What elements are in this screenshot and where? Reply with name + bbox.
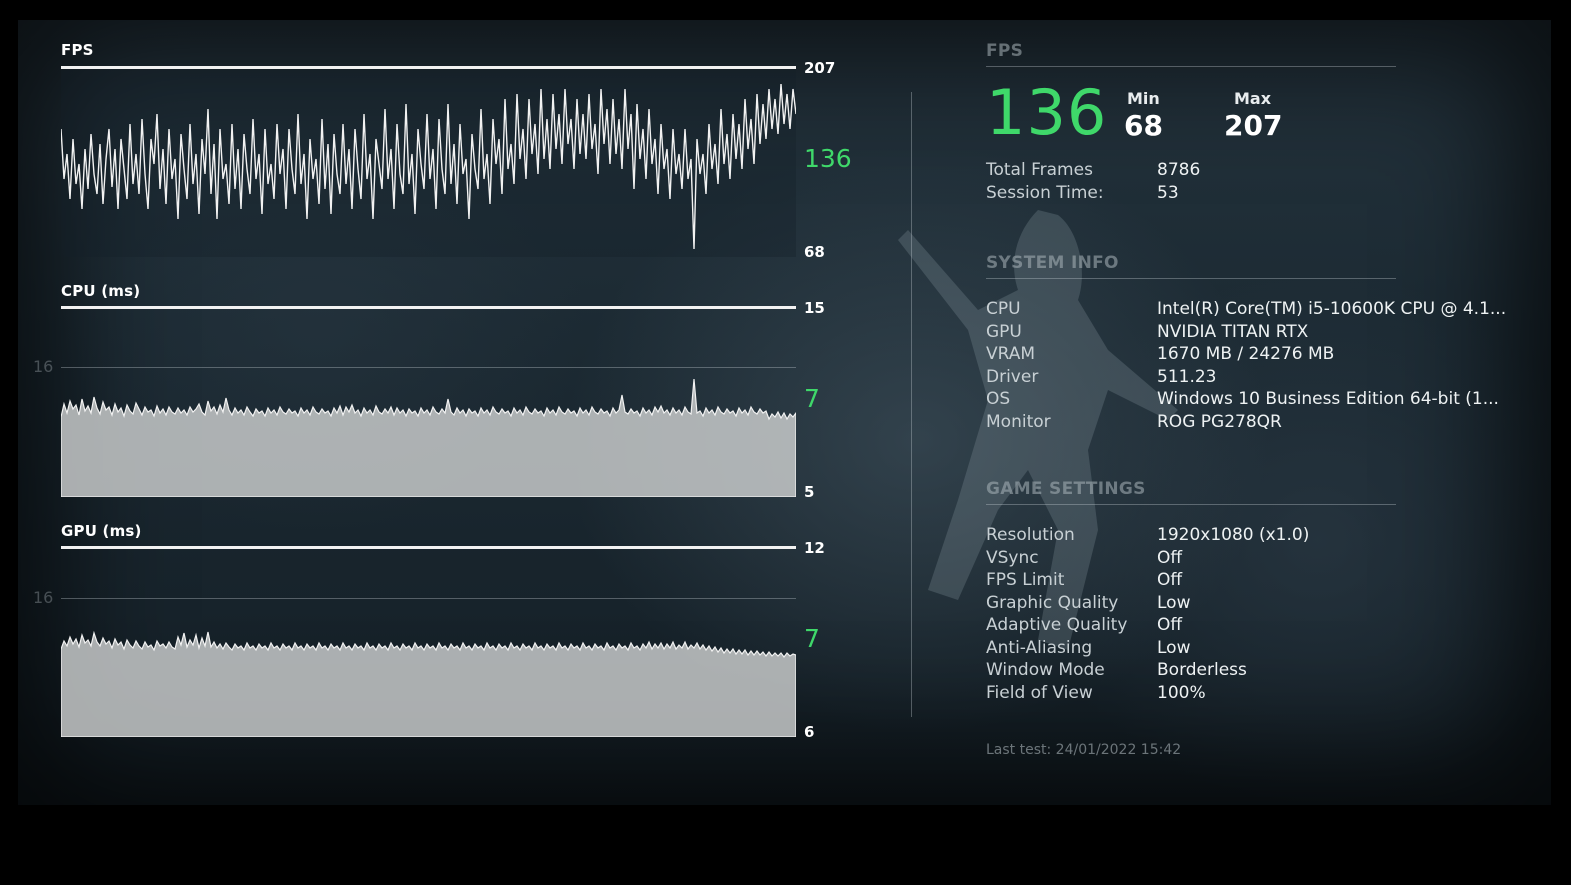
gpu-ghost-label: 16: [33, 588, 54, 607]
cpu-axis-current: 7: [804, 384, 820, 413]
sysinfo-value: NVIDIA TITAN RTX: [1157, 322, 1309, 342]
setting-value: 1920x1080 (x1.0): [1157, 525, 1310, 545]
setting-row-adaptive-quality: Adaptive Quality Off: [986, 615, 1546, 638]
sysinfo-key: VRAM: [986, 344, 1036, 364]
stat-value: 53: [1157, 183, 1179, 203]
sysinfo-key: Monitor: [986, 412, 1051, 432]
sysinfo-row-cpu: CPU Intel(R) Core(TM) i5-10600K CPU @ 4.…: [986, 299, 1546, 322]
sysinfo-value: Intel(R) Core(TM) i5-10600K CPU @ 4.1...: [1157, 299, 1507, 319]
setting-key: Resolution: [986, 525, 1075, 545]
fps-chart-title: FPS: [61, 41, 94, 59]
setting-value: Low: [1157, 638, 1191, 658]
sysinfo-row-driver: Driver 511.23: [986, 367, 1546, 390]
sysinfo-row-vram: VRAM 1670 MB / 24276 MB: [986, 344, 1546, 367]
last-test-timestamp: Last test: 24/01/2022 15:42: [986, 742, 1182, 758]
setting-value: 100%: [1157, 683, 1206, 703]
cpu-ghost-label: 16: [33, 357, 54, 376]
cpu-area-graph: [60, 378, 797, 498]
cpu-chart-title: CPU (ms): [61, 282, 141, 300]
gpu-chart-title: GPU (ms): [61, 522, 142, 540]
gpu-axis-current: 7: [804, 624, 820, 653]
gpu-area-graph: [60, 630, 797, 738]
gpu-axis-max: 12: [804, 539, 825, 557]
fps-chart-top-line: [61, 66, 796, 69]
system-info-line: [986, 278, 1396, 279]
setting-key: Anti-Aliasing: [986, 638, 1093, 658]
stat-value: 8786: [1157, 160, 1201, 180]
setting-row-window-mode: Window Mode Borderless: [986, 660, 1546, 683]
current-fps-value: 136: [986, 76, 1108, 149]
setting-value: Borderless: [1157, 660, 1247, 680]
setting-value: Off: [1157, 548, 1183, 568]
setting-key: Graphic Quality: [986, 593, 1119, 613]
setting-key: Window Mode: [986, 660, 1105, 680]
setting-key: Adaptive Quality: [986, 615, 1128, 635]
gpu-chart-gridline: [61, 598, 796, 599]
cpu-chart-gridline: [61, 367, 796, 368]
sysinfo-row-gpu: GPU NVIDIA TITAN RTX: [986, 322, 1546, 345]
sysinfo-key: CPU: [986, 299, 1021, 319]
setting-value: Off: [1157, 570, 1183, 590]
stat-row-session-time: Session Time: 53: [986, 183, 1546, 206]
panel-divider: [911, 92, 912, 717]
setting-key: FPS Limit: [986, 570, 1065, 590]
setting-row-anti-aliasing: Anti-Aliasing Low: [986, 638, 1546, 661]
max-label: Max: [1234, 89, 1272, 108]
fps-chart-plot: [60, 69, 797, 257]
sysinfo-value: 1670 MB / 24276 MB: [1157, 344, 1335, 364]
cpu-axis-max: 15: [804, 299, 825, 317]
max-value: 207: [1224, 109, 1283, 142]
gpu-axis-min: 6: [804, 723, 815, 741]
setting-row-field-of-view: Field of View 100%: [986, 683, 1546, 706]
sysinfo-key: GPU: [986, 322, 1022, 342]
fps-axis-min: 68: [804, 243, 825, 261]
setting-row-vsync: VSync Off: [986, 548, 1546, 571]
min-label: Min: [1127, 89, 1160, 108]
fps-section-title: FPS: [986, 41, 1024, 61]
game-settings-line: [986, 504, 1396, 505]
fps-section-line: [986, 66, 1396, 67]
sysinfo-value: 511.23: [1157, 367, 1217, 387]
sysinfo-value: ROG PG278QR: [1157, 412, 1282, 432]
setting-row-resolution: Resolution 1920x1080 (x1.0): [986, 525, 1546, 548]
setting-key: Field of View: [986, 683, 1093, 703]
background-statue-art: [898, 210, 1178, 650]
sysinfo-value: Windows 10 Business Edition 64-bit (1...: [1157, 389, 1499, 409]
setting-row-fps-limit: FPS Limit Off: [986, 570, 1546, 593]
cpu-axis-min: 5: [804, 483, 815, 501]
stat-row-total-frames: Total Frames 8786: [986, 160, 1546, 183]
stat-key: Session Time:: [986, 183, 1104, 203]
stat-key: Total Frames: [986, 160, 1093, 180]
sysinfo-row-monitor: Monitor ROG PG278QR: [986, 412, 1546, 435]
sysinfo-key: OS: [986, 389, 1011, 409]
cpu-chart-plot: [60, 309, 797, 498]
game-settings-title: GAME SETTINGS: [986, 479, 1146, 499]
fps-line-graph: [60, 83, 797, 250]
setting-key: VSync: [986, 548, 1039, 568]
fps-axis-current: 136: [804, 144, 852, 173]
gpu-chart-plot: [60, 549, 797, 738]
system-info-title: SYSTEM INFO: [986, 253, 1119, 273]
gpu-chart-top-line: [61, 546, 796, 549]
fps-axis-max: 207: [804, 59, 836, 77]
min-value: 68: [1124, 109, 1163, 142]
setting-row-graphic-quality: Graphic Quality Low: [986, 593, 1546, 616]
setting-value: Low: [1157, 593, 1191, 613]
sysinfo-row-os: OS Windows 10 Business Edition 64-bit (1…: [986, 389, 1546, 412]
cpu-chart-top-line: [61, 306, 796, 309]
sysinfo-key: Driver: [986, 367, 1039, 387]
setting-value: Off: [1157, 615, 1183, 635]
